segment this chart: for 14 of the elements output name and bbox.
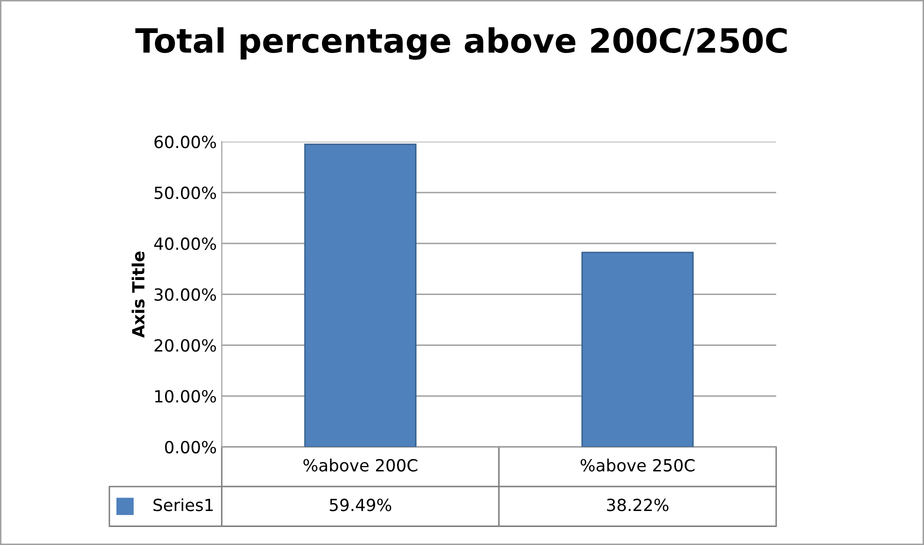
y-tick-label: 50.00% — [154, 186, 216, 200]
x-tick-label: %above 200C — [303, 458, 418, 472]
y-tick-label: 60.00% — [154, 136, 216, 148]
y-axis-title: Axis Title — [132, 252, 145, 338]
y-tick-label: 40.00% — [154, 237, 216, 250]
y-tick-label: 0.00% — [165, 440, 216, 454]
x-tick-label: %above 250C — [580, 458, 694, 472]
data-label: 59.49% — [330, 498, 392, 512]
chart-title: Total percentage above 200C/250C — [135, 27, 787, 60]
y-tick-label: 20.00% — [154, 339, 216, 352]
y-tick-label: 30.00% — [154, 288, 216, 301]
y-tick-label: 10.00% — [155, 390, 216, 403]
data-label: 38.22% — [607, 498, 668, 512]
legend-label: Series1 — [154, 498, 213, 512]
